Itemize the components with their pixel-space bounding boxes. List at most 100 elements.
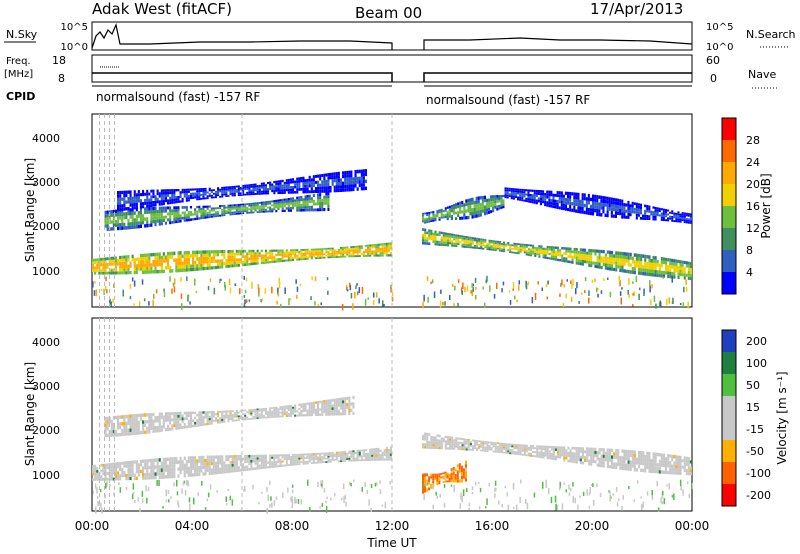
echo-cell [133, 218, 136, 222]
echo-cell [389, 451, 392, 454]
echo-cell [192, 456, 195, 460]
echo-cell [482, 448, 485, 450]
echo-cell [183, 473, 186, 478]
echo-cell [131, 473, 134, 477]
echo-cell [660, 216, 663, 219]
echo-cell [327, 413, 330, 416]
speckle [685, 279, 687, 285]
echo-cell [611, 257, 614, 261]
echo-cell [244, 465, 247, 469]
echo-cell [308, 411, 311, 414]
echo-cell [173, 198, 176, 202]
echo-cell [619, 251, 622, 256]
echo-cell [164, 255, 167, 259]
echo-cell [196, 192, 199, 195]
echo-cell [377, 454, 380, 457]
echo-cell [298, 185, 301, 189]
speckle [546, 296, 549, 300]
echo-cell [142, 466, 145, 470]
echo-cell [346, 184, 349, 189]
echo-cell [502, 199, 505, 202]
echo-cell [212, 192, 215, 195]
echo-cell [428, 443, 431, 447]
speckle [93, 290, 96, 296]
echo-cell [640, 271, 643, 276]
echo-cell [608, 254, 611, 258]
echo-cell [194, 260, 197, 265]
echo-cell [600, 249, 603, 254]
echo-cell [196, 469, 199, 473]
echo-cell [476, 447, 479, 450]
echo-cell [300, 252, 303, 255]
echo-cell [96, 263, 99, 267]
speckle [180, 277, 182, 282]
echo-cell [385, 242, 388, 246]
echo-cell [356, 459, 359, 462]
echo-cell [314, 408, 317, 412]
echo-cell [262, 208, 265, 211]
echo-cell [162, 218, 165, 222]
speckle [155, 289, 158, 294]
echo-cell [148, 266, 151, 271]
echo-cell [233, 466, 236, 470]
echo-cell [557, 246, 560, 250]
echo-cell [521, 188, 524, 191]
speckle [534, 293, 537, 300]
echo-cell [598, 205, 601, 210]
speckle [516, 299, 518, 303]
speckle [207, 286, 210, 291]
echo-cell [579, 259, 582, 263]
echo-cell [606, 196, 609, 201]
echo-cell [335, 455, 338, 457]
echo-cell [662, 260, 665, 265]
echo-cell [125, 421, 128, 426]
echo-cell [267, 412, 270, 415]
echo-cell [508, 187, 511, 190]
echo-cell [430, 218, 433, 221]
speckle [653, 295, 656, 302]
echo-cell [389, 455, 392, 459]
echo-cell [354, 170, 357, 174]
echo-cell [503, 243, 506, 246]
echo-cell [610, 214, 613, 218]
echo-cell [369, 252, 372, 255]
echo-cell [521, 191, 524, 193]
echo-cell [156, 200, 159, 204]
echo-cell [548, 246, 551, 249]
echo-cell [160, 262, 163, 267]
echo-cell [225, 464, 228, 468]
echo-cell [275, 415, 278, 418]
echo-cell [150, 465, 153, 470]
echo-cell [513, 244, 516, 247]
speckle [271, 286, 273, 294]
echo-cell [563, 247, 566, 250]
echo-cell [104, 268, 107, 272]
echo-cell [300, 457, 303, 460]
echo-cell [146, 263, 149, 267]
echo-cell [310, 413, 313, 417]
echo-cell [465, 438, 468, 441]
echo-cell [292, 454, 295, 456]
echo-cell [269, 261, 272, 264]
echo-cell [181, 417, 184, 421]
echo-cell [356, 245, 359, 248]
echo-cell [125, 464, 128, 468]
echo-cell [432, 446, 435, 449]
echo-cell [131, 463, 134, 468]
echo-cell [304, 198, 307, 201]
echo-cell [296, 414, 299, 417]
echo-cell [102, 260, 105, 264]
echo-cell [158, 255, 161, 260]
echo-cell [457, 236, 460, 239]
echo-cell [308, 256, 311, 258]
speckle [576, 281, 578, 289]
echo-cell [310, 200, 313, 203]
echo-cell [449, 242, 452, 245]
echo-cell [492, 243, 495, 246]
echo-cell [231, 419, 234, 422]
echo-cell [681, 270, 684, 274]
echo-cell [461, 438, 464, 441]
echo-cell [592, 194, 595, 198]
echo-cell [225, 259, 228, 262]
echo-cell [385, 456, 388, 459]
